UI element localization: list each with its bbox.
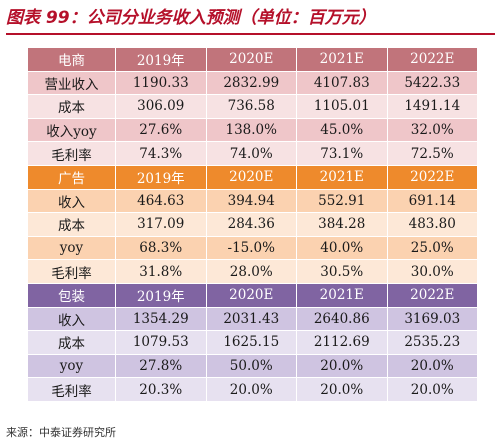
year-header: 2021E xyxy=(296,47,388,72)
table-row: 成本 317.09 284.36 384.28 483.80 xyxy=(27,212,478,237)
table-cell: 73.1% xyxy=(296,141,388,166)
year-header: 2021E xyxy=(296,164,388,190)
year-header: 2022E xyxy=(386,47,478,72)
year-header: 2019年 xyxy=(115,164,207,190)
table-cell: 2112.69 xyxy=(296,330,388,355)
table-row: 营业收入 1190.33 2832.99 4107.83 5422.33 xyxy=(27,70,478,96)
row-label: 收入yoy xyxy=(27,117,116,143)
table-cell: 306.09 xyxy=(115,94,207,119)
table-cell: 464.63 xyxy=(115,188,207,214)
table-row: 毛利率 74.3% 74.0% 73.1% 72.5% xyxy=(27,141,478,166)
row-label: yoy xyxy=(27,235,116,261)
table-cell: 552.91 xyxy=(296,188,388,214)
section-advertising: 广告 2019年 2020E 2021E 2022E 收入 464.63 394… xyxy=(27,164,478,284)
row-label: 成本 xyxy=(27,330,116,355)
section-header-row: 包装 2019年 2020E 2021E 2022E xyxy=(27,282,478,308)
year-header: 2019年 xyxy=(115,282,207,308)
row-label: 毛利率 xyxy=(27,377,116,402)
table-cell: 2640.86 xyxy=(296,306,388,332)
table-cell: 483.80 xyxy=(386,212,478,237)
table-cell: 138.0% xyxy=(205,117,297,143)
year-header: 2022E xyxy=(386,282,478,308)
row-label: 毛利率 xyxy=(27,141,116,166)
table-cell: 68.3% xyxy=(115,235,207,261)
row-label: 成本 xyxy=(27,212,116,237)
table-row: 毛利率 20.3% 20.0% 20.0% 20.0% xyxy=(27,377,478,402)
table-cell: 30.5% xyxy=(296,259,388,284)
table-cell: 72.5% xyxy=(386,141,478,166)
table-cell: 25.0% xyxy=(386,235,478,261)
section-label: 广告 xyxy=(27,164,116,190)
table-cell: 40.0% xyxy=(296,235,388,261)
table-cell: 2535.23 xyxy=(386,330,478,355)
table-row: 毛利率 31.8% 28.0% 30.5% 30.0% xyxy=(27,259,478,284)
section-packaging: 包装 2019年 2020E 2021E 2022E 收入 1354.29 20… xyxy=(27,282,478,402)
table-cell: 2031.43 xyxy=(205,306,297,332)
figure-title: 图表 99：公司分业务收入预测（单位：百万元） xyxy=(6,8,376,28)
table-cell: 4107.83 xyxy=(296,70,388,96)
table-cell: 384.28 xyxy=(296,212,388,237)
table-cell: 394.94 xyxy=(205,188,297,214)
table-row: yoy 27.8% 50.0% 20.0% 20.0% xyxy=(27,353,478,379)
table-cell: 2832.99 xyxy=(205,70,297,96)
table-cell: 50.0% xyxy=(205,353,297,379)
row-label: 毛利率 xyxy=(27,259,116,284)
row-label: 成本 xyxy=(27,94,116,119)
table-cell: 20.0% xyxy=(205,377,297,402)
table-cell: 1190.33 xyxy=(115,70,207,96)
section-label: 电商 xyxy=(27,47,116,72)
table-cell: 45.0% xyxy=(296,117,388,143)
table-cell: 27.6% xyxy=(115,117,207,143)
table-cell: 1105.01 xyxy=(296,94,388,119)
row-label: 收入 xyxy=(27,188,116,214)
table-cell: 284.36 xyxy=(205,212,297,237)
year-header: 2020E xyxy=(205,47,297,72)
table-cell: 31.8% xyxy=(115,259,207,284)
table-row: 成本 1079.53 1625.15 2112.69 2535.23 xyxy=(27,330,478,355)
table-cell: 20.0% xyxy=(386,353,478,379)
table-cell: 20.0% xyxy=(296,353,388,379)
section-label: 包装 xyxy=(27,282,116,308)
table-row: 收入 464.63 394.94 552.91 691.14 xyxy=(27,188,478,214)
table-row: 收入yoy 27.6% 138.0% 45.0% 32.0% xyxy=(27,117,478,143)
table-cell: 20.0% xyxy=(296,377,388,402)
year-header: 2020E xyxy=(205,164,297,190)
row-label: yoy xyxy=(27,353,116,379)
table-cell: 1079.53 xyxy=(115,330,207,355)
year-header: 2020E xyxy=(205,282,297,308)
table-cell: 1625.15 xyxy=(205,330,297,355)
table-cell: 28.0% xyxy=(205,259,297,284)
year-header: 2021E xyxy=(296,282,388,308)
table-cell: 30.0% xyxy=(386,259,478,284)
table-row: yoy 68.3% -15.0% 40.0% 25.0% xyxy=(27,235,478,261)
section-ecommerce: 电商 2019年 2020E 2021E 2022E 营业收入 1190.33 … xyxy=(27,47,478,166)
table-cell: 691.14 xyxy=(386,188,478,214)
table-cell: 3169.03 xyxy=(386,306,478,332)
table-cell: 74.0% xyxy=(205,141,297,166)
table-cell: 27.8% xyxy=(115,353,207,379)
title-underline xyxy=(6,33,495,35)
table-cell: 1354.29 xyxy=(115,306,207,332)
table-cell: 317.09 xyxy=(115,212,207,237)
table-row: 成本 306.09 736.58 1105.01 1491.14 xyxy=(27,94,478,119)
row-label: 营业收入 xyxy=(27,70,116,96)
table-cell: 20.0% xyxy=(386,377,478,402)
table-row: 收入 1354.29 2031.43 2640.86 3169.03 xyxy=(27,306,478,332)
table-cell: 1491.14 xyxy=(386,94,478,119)
table-cell: 74.3% xyxy=(115,141,207,166)
source-note: 来源：中泰证券研究所 xyxy=(6,426,116,439)
table-cell: 736.58 xyxy=(205,94,297,119)
forecast-table: 电商 2019年 2020E 2021E 2022E 营业收入 1190.33 … xyxy=(27,47,478,402)
row-label: 收入 xyxy=(27,306,116,332)
table-cell: 5422.33 xyxy=(386,70,478,96)
year-header: 2022E xyxy=(386,164,478,190)
year-header: 2019年 xyxy=(115,47,207,72)
section-header-row: 电商 2019年 2020E 2021E 2022E xyxy=(27,47,478,72)
section-header-row: 广告 2019年 2020E 2021E 2022E xyxy=(27,164,478,190)
table-cell: -15.0% xyxy=(205,235,297,261)
table-cell: 20.3% xyxy=(115,377,207,402)
table-cell: 32.0% xyxy=(386,117,478,143)
